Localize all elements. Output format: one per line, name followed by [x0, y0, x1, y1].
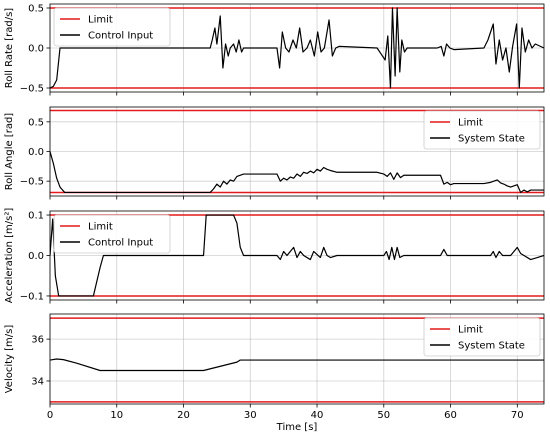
- legend: Limit System State: [423, 110, 541, 150]
- series-line: [50, 151, 544, 194]
- legend-label: Limit: [458, 325, 483, 336]
- legend-box: [53, 7, 171, 47]
- legend: Limit Control Input: [53, 7, 171, 47]
- y-tick-label: 0.5: [28, 117, 44, 128]
- y-tick-label: 0.0: [28, 147, 44, 158]
- y-axis-label: Roll Angle [rad]: [4, 113, 15, 190]
- x-tick-label: 40: [311, 410, 324, 421]
- y-tick-label: −0.5: [20, 177, 44, 188]
- x-tick-label: 10: [110, 410, 123, 421]
- x-tick-label: 30: [244, 410, 257, 421]
- y-axis-label: Roll Rate [rad/s]: [4, 8, 15, 89]
- subplot-2: −0.5 0.0 0.5 Roll Angle [rad] Limit System St…: [4, 106, 545, 200]
- series-line: [50, 358, 544, 372]
- legend: Limit System State: [423, 317, 541, 357]
- x-tick-label: 50: [377, 410, 390, 421]
- y-tick-label: 0.0: [28, 44, 44, 55]
- legend-label: Control Input: [88, 31, 153, 42]
- series-line: [50, 214, 544, 297]
- x-axis-label: Time [s]: [276, 422, 318, 433]
- y-axis-label: Velocity [m/s]: [4, 325, 15, 394]
- y-tick-label: −0.1: [20, 291, 44, 302]
- legend: Limit Control Input: [53, 214, 171, 254]
- legend-box: [423, 110, 541, 150]
- legend-label: Limit: [88, 15, 113, 26]
- x-tick-label: 0: [47, 410, 53, 421]
- y-tick-label: −0.5: [20, 84, 44, 95]
- legend-label: Control Input: [88, 238, 153, 249]
- y-axis-label: Acceleration [m/s²]: [4, 208, 15, 304]
- subplot-3: −0.1 0.0 0.1 Acceleration [m/s²] Limit Contro…: [4, 208, 545, 304]
- y-tick-label: 34: [31, 376, 44, 387]
- y-tick-label: 0.0: [28, 251, 44, 262]
- y-tick-label: 36: [31, 335, 44, 346]
- legend-box: [53, 214, 171, 254]
- legend-label: Limit: [458, 118, 483, 129]
- subplot-4: 0 10 20 30 40 50 60 70 34 36 Velocity [m/s] Time [s…: [4, 313, 545, 433]
- y-tick-label: 0.1: [28, 211, 44, 222]
- series-line: [50, 7, 544, 89]
- x-tick-label: 70: [511, 410, 524, 421]
- legend-label: System State: [458, 341, 525, 352]
- legend-label: System State: [458, 134, 525, 145]
- legend-box: [423, 317, 541, 357]
- legend-label: Limit: [88, 222, 113, 233]
- x-tick-label: 20: [177, 410, 190, 421]
- axes-frame: [49, 313, 545, 405]
- subplot-1: −0.5 0.0 0.5 Roll Rate [rad/s] Limit Control …: [4, 4, 545, 96]
- x-tick-label: 60: [444, 410, 457, 421]
- y-tick-label: 0.5: [28, 4, 44, 15]
